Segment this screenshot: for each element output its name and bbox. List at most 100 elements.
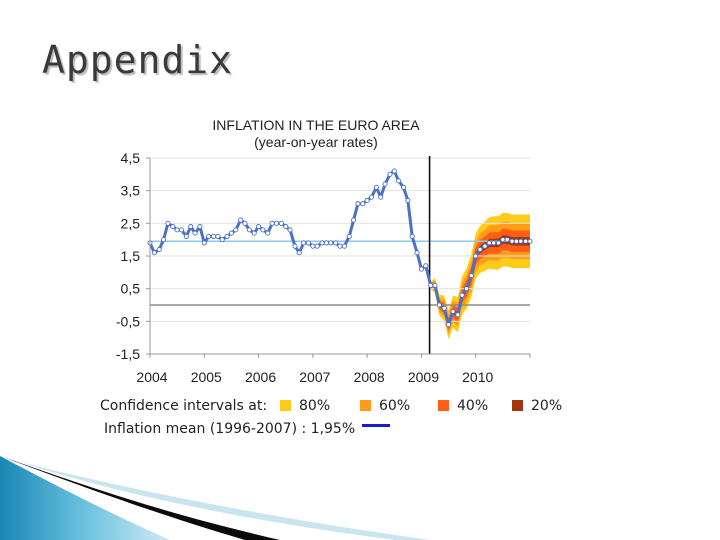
data-point-28 bbox=[273, 220, 280, 226]
data-point-2 bbox=[156, 246, 162, 253]
data-point-11 bbox=[197, 224, 203, 230]
x-tick-label-6: 2010 bbox=[462, 369, 493, 385]
data-point-26 bbox=[265, 230, 271, 236]
data-point-33 bbox=[296, 250, 302, 256]
data-point-35 bbox=[305, 240, 312, 246]
data-point-66 bbox=[446, 322, 452, 328]
y-tick-labels: 4,5 3,5 2,5 1,5 0,5 -0,5 -1,5 bbox=[116, 150, 140, 362]
ci-legend-text: 60% bbox=[379, 398, 411, 414]
data-point-45 bbox=[351, 217, 357, 223]
data-point-68 bbox=[455, 312, 461, 318]
data-point-38 bbox=[319, 240, 325, 246]
data-point-80 bbox=[509, 238, 515, 244]
x-tick-label-4: 2008 bbox=[354, 369, 385, 385]
data-point-37 bbox=[314, 243, 320, 249]
ci-legend-text: 80% bbox=[299, 398, 331, 414]
data-point-64 bbox=[436, 302, 442, 308]
ci-swatch bbox=[280, 400, 291, 411]
axes bbox=[146, 157, 531, 358]
y-gridlines bbox=[150, 157, 530, 355]
ci-swatch bbox=[512, 400, 523, 411]
y-tick-label-3: 1,5 bbox=[121, 248, 141, 264]
ci-legend-label: Confidence intervals at: bbox=[100, 398, 268, 414]
data-point-6 bbox=[174, 227, 180, 233]
data-point-70 bbox=[463, 286, 470, 292]
data-point-50 bbox=[373, 184, 379, 190]
data-point-13 bbox=[206, 233, 212, 239]
y-tick-label-1: 3,5 bbox=[121, 183, 141, 199]
data-point-48 bbox=[364, 197, 370, 204]
reference-lines bbox=[150, 156, 530, 354]
data-point-10 bbox=[192, 230, 198, 236]
data-point-54 bbox=[391, 168, 397, 174]
data-point-30 bbox=[283, 224, 289, 230]
data-point-76 bbox=[491, 240, 497, 246]
data-point-29 bbox=[278, 220, 284, 226]
data-point-27 bbox=[269, 220, 275, 226]
chart-subtitle: (year-on-year rates) bbox=[254, 134, 378, 150]
data-point-77 bbox=[495, 240, 502, 246]
data-point-67 bbox=[450, 308, 456, 315]
x-tick-labels: 2004 2005 2006 2007 2008 2009 2010 bbox=[136, 369, 493, 385]
data-point-44 bbox=[346, 233, 352, 239]
fan-bands bbox=[430, 212, 530, 340]
y-tick-label-6: -1,5 bbox=[116, 346, 140, 362]
data-point-82 bbox=[518, 238, 524, 244]
data-point-7 bbox=[178, 227, 185, 233]
y-tick-label-0: 4,5 bbox=[121, 150, 141, 166]
data-point-20 bbox=[238, 217, 244, 223]
ci-legend-text: 40% bbox=[457, 398, 489, 414]
data-point-57 bbox=[405, 197, 411, 204]
data-point-34 bbox=[301, 240, 307, 246]
x-tick-label-0: 2004 bbox=[136, 369, 167, 385]
data-point-43 bbox=[341, 243, 347, 249]
data-point-55 bbox=[396, 178, 402, 184]
data-point-1 bbox=[151, 250, 157, 256]
x-tick-label-3: 2007 bbox=[299, 369, 330, 385]
mean-legend-label: Inflation mean (1996-2007) : 1,95% bbox=[104, 421, 356, 437]
data-point-31 bbox=[287, 227, 293, 233]
data-point-4 bbox=[165, 220, 171, 226]
ci-legend-item: 60% bbox=[360, 398, 410, 414]
data-point-14 bbox=[210, 233, 217, 239]
data-point-49 bbox=[368, 194, 375, 200]
ci-legend-item: 20% bbox=[512, 398, 562, 414]
data-point-78 bbox=[500, 237, 506, 243]
slide-title: Appendix bbox=[42, 38, 234, 82]
y-tick-label-4: 0,5 bbox=[121, 281, 141, 297]
ci-swatch bbox=[438, 400, 449, 411]
ci-swatch bbox=[360, 400, 371, 411]
data-point-53 bbox=[387, 171, 393, 177]
data-point-41 bbox=[333, 240, 339, 246]
data-point-24 bbox=[256, 224, 262, 230]
data-point-75 bbox=[486, 240, 492, 246]
data-point-32 bbox=[292, 243, 298, 249]
data-point-19 bbox=[233, 227, 239, 233]
data-point-9 bbox=[188, 224, 194, 230]
data-point-22 bbox=[246, 227, 252, 233]
data-point-74 bbox=[482, 243, 488, 249]
data-point-25 bbox=[260, 227, 266, 233]
data-point-60 bbox=[418, 266, 424, 272]
data-point-83 bbox=[523, 238, 529, 244]
data-point-58 bbox=[409, 233, 415, 239]
data-point-47 bbox=[360, 201, 366, 207]
data-point-21 bbox=[242, 220, 248, 226]
data-point-71 bbox=[468, 273, 474, 279]
chart-title: INFLATION IN THE EURO AREA bbox=[212, 117, 420, 133]
data-point-18 bbox=[228, 230, 234, 236]
data-point-81 bbox=[513, 238, 519, 244]
y-tick-label-5: -0,5 bbox=[116, 313, 140, 329]
band-20% bbox=[430, 235, 530, 327]
mean-legend-swatch bbox=[362, 424, 390, 427]
data-point-73 bbox=[477, 246, 483, 253]
data-point-23 bbox=[251, 230, 257, 236]
data-point-63 bbox=[432, 282, 438, 288]
x-tick-label-5: 2009 bbox=[408, 369, 439, 385]
data-point-46 bbox=[355, 201, 361, 207]
data-point-12 bbox=[201, 240, 207, 246]
ci-legend-text: 20% bbox=[531, 398, 563, 414]
chart-legend: Confidence intervals at: 80% 60% 40% 20% In… bbox=[100, 396, 562, 444]
ci-legend-item: 40% bbox=[438, 398, 488, 414]
